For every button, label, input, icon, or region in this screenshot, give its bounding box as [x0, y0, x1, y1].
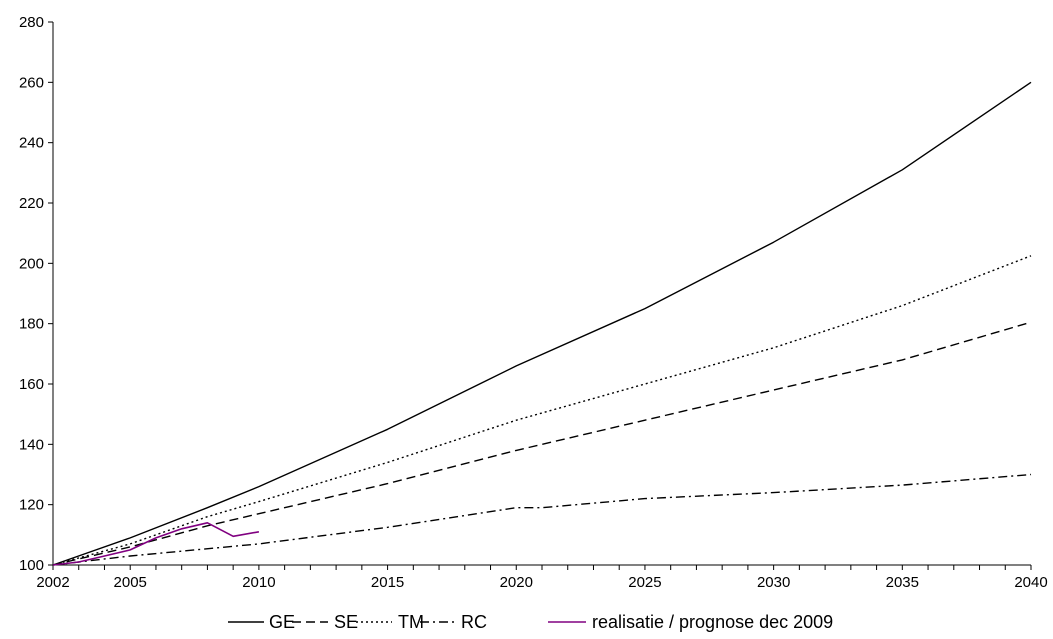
x-tick-label: 2002: [36, 574, 69, 591]
y-tick-label: 260: [19, 74, 44, 91]
y-tick-label: 200: [19, 255, 44, 272]
x-tick-label: 2020: [500, 574, 533, 591]
y-tick-label: 160: [19, 376, 44, 393]
series-line-ge: [52, 81, 1032, 566]
y-tick-label: 280: [19, 14, 44, 31]
y-tick-label: 240: [19, 135, 44, 152]
x-tick-label: 2025: [628, 574, 661, 591]
series-line-se: [52, 321, 1032, 566]
axes: [52, 22, 1031, 566]
series-line-tm: [52, 255, 1032, 566]
x-tick-label: 2005: [114, 574, 147, 591]
legend-label: TM: [398, 612, 424, 632]
x-tick-label: 2030: [757, 574, 790, 591]
x-tick-label: 2010: [242, 574, 275, 591]
y-tick-label: 140: [19, 436, 44, 453]
y-tick-label: 120: [19, 497, 44, 514]
y-tick-label: 220: [19, 195, 44, 212]
series-lines: [52, 81, 1032, 566]
x-tick-label: 2015: [371, 574, 404, 591]
legend-label: SE: [334, 612, 358, 632]
x-tick-label: 2035: [886, 574, 919, 591]
legend-label: realisatie / prognose dec 2009: [592, 612, 833, 632]
y-tick-label: 100: [19, 557, 44, 574]
series-line-rc: [52, 473, 1032, 566]
legend-label: RC: [461, 612, 487, 632]
y-tick-label: 180: [19, 316, 44, 333]
ticks: 100 120 140 160 180 200 220 240 260 280 2002 2005 20…: [19, 14, 1048, 591]
x-tick-label: 2040: [1014, 574, 1047, 591]
legend-label: GE: [269, 612, 295, 632]
series-line-realisatie: [52, 521, 260, 566]
legend: GE SE TM RC realisatie / prognose dec 2009: [228, 612, 833, 632]
